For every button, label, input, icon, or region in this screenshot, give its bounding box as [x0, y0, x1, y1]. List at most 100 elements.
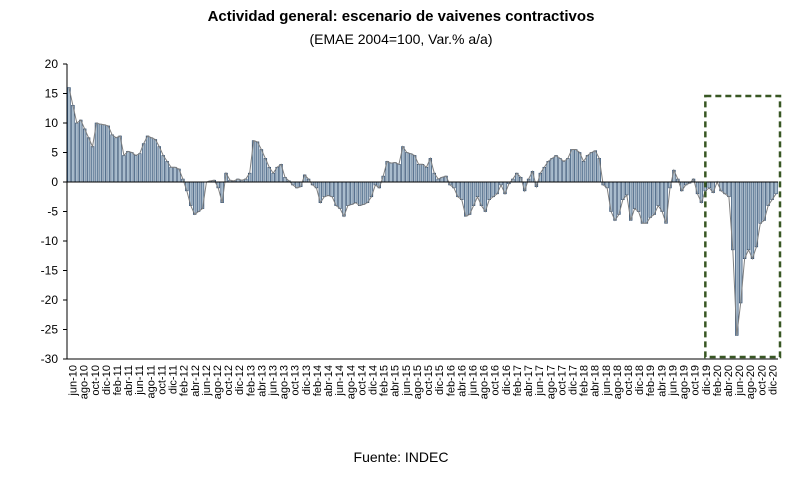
bar	[566, 158, 570, 183]
x-tick-label: oct-17	[556, 365, 568, 396]
bar	[570, 149, 574, 183]
bar	[271, 172, 275, 183]
bar	[766, 181, 770, 206]
bar	[577, 152, 582, 183]
bar	[75, 122, 79, 183]
bar	[141, 143, 146, 183]
x-tick-label: feb-20	[712, 365, 724, 396]
x-tick-label: feb-12	[179, 365, 191, 396]
y-tick-label: -10	[41, 234, 59, 248]
bar	[110, 134, 114, 183]
x-tick-label: feb-18	[579, 365, 591, 396]
bar	[86, 137, 91, 183]
bar	[621, 181, 625, 201]
bar	[330, 181, 334, 198]
x-tick-label: abr-13	[256, 365, 268, 397]
x-tick-label: oct-19	[690, 365, 702, 396]
bar	[94, 122, 99, 183]
x-tick-label: jun-13	[268, 365, 280, 397]
bar	[742, 181, 747, 259]
x-tick-label: ago-19	[679, 365, 691, 399]
x-tick-label: abr-16	[456, 365, 468, 397]
x-tick-label: jun-12	[201, 365, 213, 397]
x-tick-label: jun-15	[401, 365, 413, 397]
bar	[83, 128, 87, 183]
bar	[357, 181, 362, 206]
bar	[149, 137, 154, 183]
x-tick-label: oct-16	[490, 365, 502, 396]
bar	[420, 164, 425, 183]
bar	[409, 153, 413, 183]
bar	[632, 181, 637, 209]
bar	[424, 166, 429, 183]
x-tick-label: jun-11	[134, 365, 146, 396]
x-tick-label: oct-10	[90, 365, 102, 396]
y-tick-label: -30	[41, 352, 59, 366]
y-tick-label: 20	[45, 57, 59, 71]
bar	[393, 162, 397, 183]
bar	[581, 161, 586, 183]
y-tick-label: 15	[45, 87, 59, 101]
bar	[460, 181, 464, 201]
x-tick-label: abr-12	[190, 365, 202, 397]
x-tick-label: dic-10	[101, 365, 113, 395]
bar	[546, 161, 550, 183]
x-tick-label: dic-11	[168, 365, 180, 394]
bar	[350, 181, 354, 205]
x-tick-label: ago-17	[545, 365, 557, 399]
bar	[652, 181, 656, 215]
bar	[471, 181, 476, 206]
x-tick-label: oct-18	[623, 365, 635, 396]
x-tick-label: jun-10	[68, 365, 80, 397]
bar	[161, 155, 165, 183]
bar	[770, 181, 774, 201]
bar	[138, 153, 142, 183]
x-tick-label: ago-18	[612, 365, 624, 399]
bar	[361, 181, 366, 205]
bar	[354, 181, 358, 203]
x-tick-label: ago-16	[479, 365, 491, 399]
x-tick-label: abr-18	[590, 365, 602, 397]
bar	[126, 151, 130, 183]
x-tick-label: dic-17	[567, 365, 579, 395]
x-tick-label: dic-15	[434, 365, 446, 395]
x-tick-label: oct-20	[756, 365, 768, 396]
bar	[739, 181, 743, 304]
bar	[550, 158, 554, 183]
y-tick-label: 0	[51, 175, 58, 189]
bar	[774, 181, 778, 195]
x-tick-label: abr-15	[390, 365, 402, 397]
highlight-box	[704, 94, 782, 359]
x-tick-label: feb-16	[445, 365, 457, 396]
bar	[114, 137, 118, 183]
x-tick-label: dic-16	[501, 365, 513, 395]
bar	[263, 158, 268, 183]
x-tick-label: ago-10	[79, 365, 91, 399]
bar	[487, 181, 491, 201]
bar	[122, 155, 126, 183]
bar	[90, 146, 95, 183]
x-tick-label: dic-14	[368, 365, 380, 395]
bar	[467, 181, 472, 215]
bar	[334, 181, 338, 206]
source-note: Fuente: INDEC	[353, 449, 449, 465]
x-tick-label: dic-13	[301, 365, 313, 395]
x-tick-label: ago-15	[412, 365, 424, 399]
bar	[102, 124, 106, 183]
y-tick-label: -25	[41, 323, 59, 337]
x-tick-label: jun-17	[534, 365, 546, 397]
x-tick-label: oct-12	[223, 365, 235, 396]
x-tick-label: ago-14	[345, 365, 357, 399]
bar	[412, 155, 417, 183]
x-tick-label: abr-11	[123, 365, 135, 396]
bar	[346, 181, 350, 206]
bar	[259, 149, 264, 183]
bar	[157, 146, 161, 183]
bar	[613, 181, 617, 221]
bar	[723, 181, 727, 195]
bar	[625, 181, 629, 196]
x-tick-label: dic-12	[234, 365, 246, 395]
bar	[196, 181, 201, 212]
bar	[585, 155, 590, 183]
